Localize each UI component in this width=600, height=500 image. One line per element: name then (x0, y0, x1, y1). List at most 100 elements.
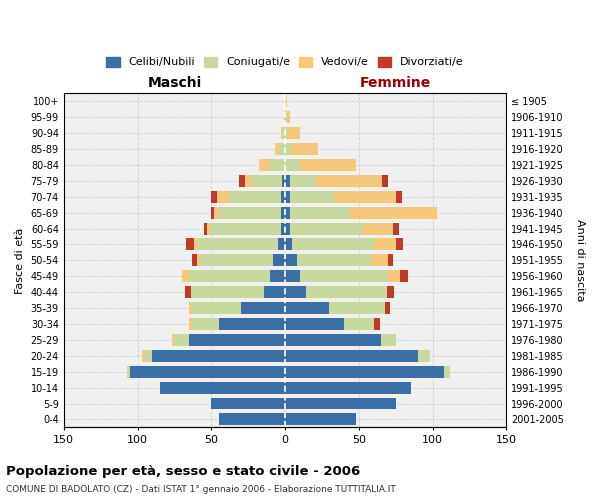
Bar (334, 191, 396, 202)
Bar (387, 286, 394, 298)
Bar (285, 143, 291, 155)
Y-axis label: Fasce di età: Fasce di età (15, 227, 25, 294)
Bar (271, 270, 285, 282)
Bar (285, 334, 381, 346)
Bar (284, 111, 285, 123)
Text: Maschi: Maschi (148, 76, 202, 90)
Bar (292, 238, 374, 250)
Bar (172, 334, 175, 346)
Bar (278, 238, 285, 250)
Bar (259, 159, 271, 171)
Bar (197, 254, 200, 266)
Bar (229, 191, 281, 202)
Bar (388, 270, 400, 282)
Bar (186, 238, 194, 250)
Bar (211, 206, 214, 218)
Bar (189, 334, 285, 346)
Bar (282, 175, 285, 187)
Bar (316, 175, 382, 187)
Bar (285, 286, 306, 298)
Bar (285, 159, 300, 171)
Bar (300, 159, 356, 171)
Bar (282, 127, 285, 139)
Bar (374, 318, 380, 330)
Bar (382, 175, 388, 187)
Bar (281, 191, 285, 202)
Bar (285, 254, 297, 266)
Bar (285, 302, 329, 314)
Bar (396, 238, 403, 250)
Legend: Celibi/Nubili, Coniugati/e, Vedovi/e, Divorziati/e: Celibi/Nubili, Coniugati/e, Vedovi/e, Di… (102, 52, 469, 72)
Bar (194, 238, 197, 250)
Bar (204, 222, 207, 234)
Bar (182, 270, 189, 282)
Bar (290, 175, 316, 187)
Bar (290, 206, 349, 218)
Bar (364, 222, 393, 234)
Bar (285, 175, 290, 187)
Bar (219, 414, 285, 426)
Bar (145, 350, 152, 362)
Bar (279, 143, 285, 155)
Bar (396, 191, 401, 202)
Text: COMUNE DI BADOLATO (CZ) - Dati ISTAT 1° gennaio 2006 - Elaborazione TUTTITALIA.I: COMUNE DI BADOLATO (CZ) - Dati ISTAT 1° … (6, 485, 396, 494)
Bar (288, 127, 300, 139)
Bar (285, 270, 300, 282)
Bar (290, 222, 364, 234)
Bar (274, 254, 285, 266)
Bar (287, 111, 290, 123)
Bar (210, 222, 281, 234)
Bar (300, 270, 388, 282)
Bar (219, 206, 281, 218)
Bar (374, 238, 396, 250)
Bar (285, 206, 290, 218)
Bar (349, 206, 437, 218)
Bar (197, 238, 278, 250)
Bar (281, 222, 285, 234)
Bar (239, 175, 245, 187)
Text: Popolazione per età, sesso e stato civile - 2006: Popolazione per età, sesso e stato civil… (6, 464, 360, 477)
Bar (192, 302, 241, 314)
Bar (130, 366, 285, 378)
Bar (285, 127, 288, 139)
Bar (241, 302, 285, 314)
Bar (329, 302, 385, 314)
Bar (290, 191, 334, 202)
Bar (207, 222, 210, 234)
Bar (152, 350, 285, 362)
Bar (211, 398, 285, 409)
Bar (393, 222, 399, 234)
Bar (445, 366, 451, 378)
Bar (291, 143, 317, 155)
Bar (285, 111, 287, 123)
Bar (344, 318, 374, 330)
Bar (281, 206, 285, 218)
Bar (381, 334, 396, 346)
Bar (142, 350, 145, 362)
Bar (385, 302, 390, 314)
Bar (175, 334, 189, 346)
Bar (285, 96, 287, 108)
Bar (185, 286, 191, 298)
Bar (306, 286, 387, 298)
Bar (297, 254, 371, 266)
Bar (275, 143, 279, 155)
Bar (127, 366, 130, 378)
Bar (217, 191, 229, 202)
Bar (285, 222, 290, 234)
Bar (388, 254, 393, 266)
Bar (400, 270, 407, 282)
Bar (418, 350, 430, 362)
Bar (285, 398, 396, 409)
Bar (371, 254, 388, 266)
Bar (253, 175, 282, 187)
Bar (285, 382, 410, 394)
Bar (285, 414, 356, 426)
Bar (191, 286, 265, 298)
Bar (160, 382, 285, 394)
Bar (285, 191, 290, 202)
Text: Femmine: Femmine (360, 76, 431, 90)
Bar (285, 318, 344, 330)
Bar (211, 191, 217, 202)
Bar (192, 318, 219, 330)
